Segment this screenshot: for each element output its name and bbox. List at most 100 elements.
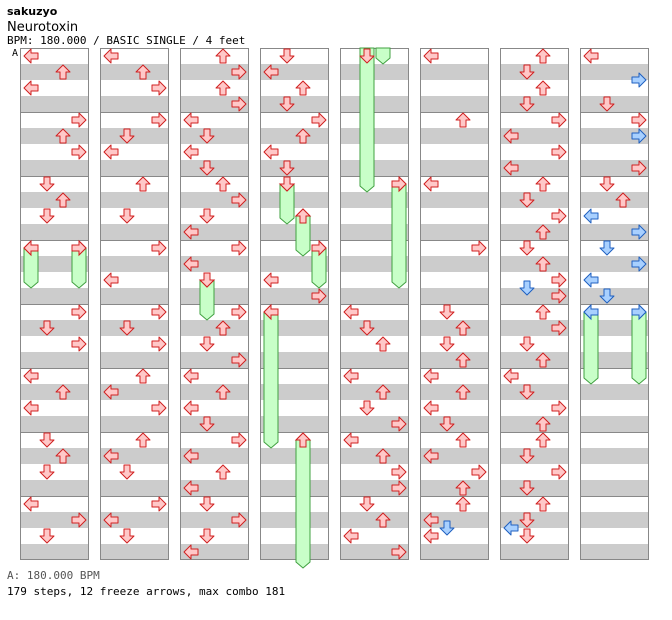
step-arrow-right-icon (71, 336, 87, 352)
freeze-head-left-icon (263, 303, 279, 321)
step-arrow-left-icon (103, 384, 119, 400)
beat-stripe (20, 384, 89, 400)
freeze-arrow (359, 47, 375, 193)
step-arrow-left-icon (583, 272, 599, 288)
beat-stripe (100, 160, 169, 176)
step-arrow-left-icon (183, 368, 199, 384)
step-arrow-down-icon (279, 160, 295, 176)
beat-stripe (580, 192, 649, 208)
step-arrow-up-icon (135, 368, 151, 384)
step-arrow-down-icon (119, 128, 135, 144)
beat-stripe (180, 64, 249, 80)
beat-stripe (100, 288, 169, 304)
step-arrow-right-icon (631, 256, 647, 272)
beat-stripe (100, 96, 169, 112)
step-arrow-down-icon (519, 480, 535, 496)
beat-stripe (420, 224, 489, 240)
step-arrow-left-icon (183, 256, 199, 272)
beat-stripe (500, 544, 569, 560)
beat-stripe (180, 96, 249, 112)
step-arrow-up-icon (535, 176, 551, 192)
step-arrow-up-icon (215, 384, 231, 400)
chart-meta: BPM: 180.000 / BASIC SINGLE / 4 feet (7, 34, 246, 47)
beat-stripe (340, 512, 409, 528)
step-arrow-down-icon (119, 528, 135, 544)
step-arrow-right-icon (231, 304, 247, 320)
chart-column (20, 48, 89, 560)
freeze-arrow (375, 47, 391, 65)
beat-stripe (100, 352, 169, 368)
step-arrow-left-icon (343, 432, 359, 448)
step-arrow-right-icon (631, 112, 647, 128)
step-arrow-left-icon (263, 144, 279, 160)
step-arrow-left-icon (103, 448, 119, 464)
step-arrow-left-icon (423, 176, 439, 192)
step-arrow-up-icon (535, 224, 551, 240)
step-arrow-left-icon (103, 48, 119, 64)
beat-stripe (20, 288, 89, 304)
chart-stats: 179 steps, 12 freeze arrows, max combo 1… (7, 585, 286, 598)
step-arrow-up-icon (295, 80, 311, 96)
beat-stripe (420, 96, 489, 112)
beat-stripe (580, 544, 649, 560)
beat-stripe (500, 256, 569, 272)
beat-stripe (20, 224, 89, 240)
step-arrow-left-icon (183, 448, 199, 464)
song-title: Neurotoxin (7, 20, 79, 35)
step-arrow-left-icon (503, 160, 519, 176)
beat-stripe (260, 64, 329, 80)
beat-stripe (260, 224, 329, 240)
step-arrow-up-icon (135, 64, 151, 80)
step-arrow-left-icon (343, 368, 359, 384)
step-arrow-down-icon (199, 160, 215, 176)
beat-stripe (20, 160, 89, 176)
step-arrow-right-icon (551, 208, 567, 224)
step-arrow-left-icon (503, 128, 519, 144)
step-arrow-down-icon (359, 48, 375, 64)
step-arrow-down-icon (519, 336, 535, 352)
column-border (420, 48, 489, 560)
beat-stripe (580, 448, 649, 464)
step-arrow-right-icon (551, 464, 567, 480)
beat-stripe (420, 448, 489, 464)
step-arrow-right-icon (391, 480, 407, 496)
beat-stripe (420, 192, 489, 208)
step-arrow-down-icon (599, 240, 615, 256)
beat-stripe (420, 544, 489, 560)
step-arrow-down-icon (519, 96, 535, 112)
beat-stripe (420, 128, 489, 144)
step-arrow-down-icon (39, 208, 55, 224)
chart-column (100, 48, 169, 560)
step-arrow-left-icon (423, 368, 439, 384)
step-arrow-right-icon (231, 192, 247, 208)
step-arrow-up-icon (455, 384, 471, 400)
beat-stripe (500, 288, 569, 304)
step-arrow-down-icon (519, 448, 535, 464)
step-arrow-up-icon (215, 80, 231, 96)
step-arrow-left-icon (103, 272, 119, 288)
freeze-head-right-icon (631, 303, 647, 321)
step-arrow-up-icon (535, 48, 551, 64)
step-arrow-right-icon (551, 112, 567, 128)
step-arrow-left-icon (583, 48, 599, 64)
freeze-arrow (583, 311, 599, 385)
beat-stripe (500, 320, 569, 336)
freeze-head-left-icon (23, 239, 39, 257)
step-arrow-up-icon (535, 80, 551, 96)
beat-stripe (100, 512, 169, 528)
step-arrow-up-icon (375, 384, 391, 400)
step-arrow-down-icon (519, 280, 535, 296)
beat-stripe (20, 480, 89, 496)
beat-stripe (420, 160, 489, 176)
step-arrow-up-icon (215, 464, 231, 480)
step-arrow-right-icon (551, 400, 567, 416)
step-arrow-down-icon (119, 208, 135, 224)
step-arrow-left-icon (503, 368, 519, 384)
step-arrow-right-icon (551, 288, 567, 304)
beat-stripe (260, 448, 329, 464)
beat-stripe (420, 480, 489, 496)
step-arrow-right-icon (151, 304, 167, 320)
beat-stripe (100, 480, 169, 496)
beat-stripe (580, 224, 649, 240)
step-arrow-left-icon (183, 224, 199, 240)
